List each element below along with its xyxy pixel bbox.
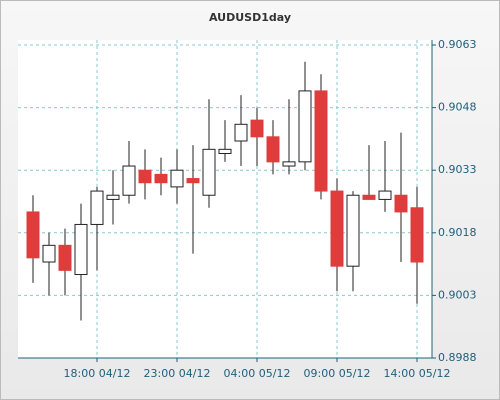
candle-body — [74, 223, 88, 276]
candle-body — [378, 190, 392, 200]
candle-body — [266, 136, 280, 163]
y-tick-label: 0.9003 — [438, 288, 477, 301]
x-tick-label: 18:00 04/12 — [64, 367, 131, 380]
candle-body — [394, 194, 408, 213]
candle-body — [138, 169, 152, 184]
candle-body — [42, 244, 56, 263]
candle-body — [154, 173, 168, 184]
candle-body — [58, 244, 72, 271]
candle-body — [362, 194, 376, 200]
y-tick-label: 0.9033 — [438, 163, 477, 176]
x-tick-label: 14:00 05/12 — [384, 367, 451, 380]
y-tick-label: 0.9063 — [438, 38, 477, 51]
candle-body — [26, 211, 40, 259]
x-tick-label: 09:00 05/12 — [304, 367, 371, 380]
candle-body — [250, 119, 264, 138]
candle-body — [218, 148, 232, 155]
candle-body — [330, 190, 344, 267]
candle-body — [314, 90, 328, 192]
y-tick-label: 0.9018 — [438, 226, 477, 239]
candle-body — [346, 194, 360, 267]
y-tick-label: 0.8988 — [438, 351, 477, 364]
candle-body — [122, 165, 136, 196]
candle-body — [170, 169, 184, 188]
candle-body — [186, 178, 200, 184]
candle-body — [202, 148, 216, 196]
candle-body — [410, 207, 424, 263]
candle-body — [298, 90, 312, 163]
candle-body — [234, 123, 248, 142]
x-tick-label: 23:00 04/12 — [144, 367, 211, 380]
y-tick-label: 0.9048 — [438, 101, 477, 114]
x-tick-label: 04:00 05/12 — [224, 367, 291, 380]
candle-body — [106, 194, 120, 200]
candle-body — [90, 190, 104, 225]
chart-title: AUDUSD1day — [209, 11, 291, 24]
candle-body — [282, 161, 296, 167]
